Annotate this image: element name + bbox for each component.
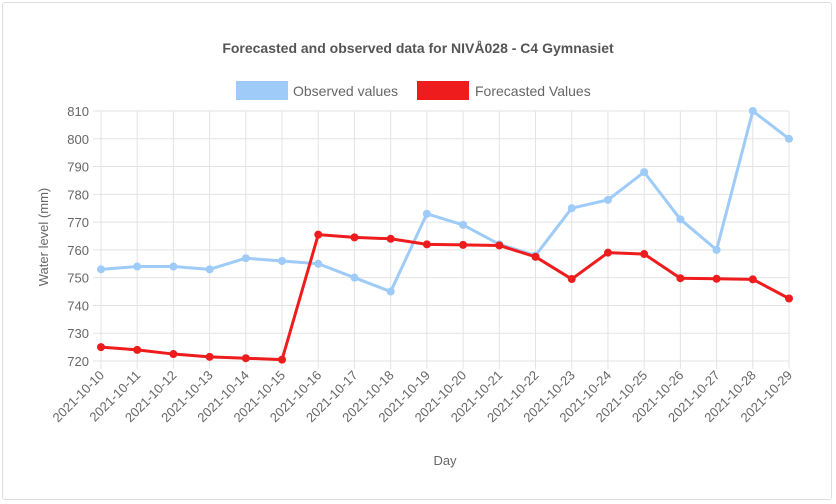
chart-title: Forecasted and observed data for NIVÅ028… — [222, 40, 614, 56]
y-tick-label: 810 — [67, 104, 89, 119]
data-point-observed[interactable] — [350, 273, 359, 282]
data-point-forecasted[interactable] — [205, 352, 214, 361]
data-point-forecasted[interactable] — [97, 343, 105, 352]
data-point-forecasted[interactable] — [459, 240, 468, 249]
legend-swatch — [236, 81, 288, 100]
data-point-forecasted[interactable] — [241, 354, 250, 363]
y-tick-label: 740 — [67, 298, 89, 313]
data-point-forecasted[interactable] — [133, 345, 142, 354]
data-point-observed[interactable] — [712, 245, 721, 254]
grid — [93, 110, 790, 369]
series-line-observed — [100, 109, 790, 294]
y-tick-label: 770 — [67, 215, 89, 230]
data-point-forecasted[interactable] — [712, 274, 721, 283]
data-point-forecasted[interactable] — [278, 355, 287, 364]
legend-label: Forecasted Values — [475, 83, 591, 99]
data-point-forecasted[interactable] — [603, 248, 612, 257]
data-point-forecasted[interactable] — [386, 234, 395, 243]
x-axis-ticks: 2021-10-102021-10-112021-10-122021-10-13… — [49, 368, 795, 426]
series-line-forecasted — [100, 233, 790, 362]
legend: Observed values Forecasted Values — [236, 81, 591, 100]
data-point-observed[interactable] — [386, 287, 395, 296]
data-point-observed[interactable] — [422, 209, 431, 218]
data-point-forecasted[interactable] — [495, 241, 504, 250]
data-point-observed[interactable] — [603, 195, 612, 204]
data-point-observed[interactable] — [241, 254, 250, 263]
y-tick-label: 730 — [67, 326, 89, 341]
data-point-observed[interactable] — [748, 107, 757, 115]
data-point-observed[interactable] — [169, 262, 178, 271]
x-axis-title: Day — [433, 453, 457, 468]
y-axis-ticks: 720 730 740 750 760 770 780 790 800 810 — [67, 104, 89, 369]
data-point-observed[interactable] — [640, 168, 649, 177]
data-point-observed[interactable] — [133, 262, 142, 271]
y-axis-title: Water level (mm) — [36, 188, 51, 286]
data-point-forecasted[interactable] — [676, 274, 685, 283]
data-point-forecasted[interactable] — [169, 350, 178, 359]
y-tick-label: 790 — [67, 160, 89, 175]
y-tick-label: 720 — [67, 354, 89, 369]
series-group — [97, 107, 793, 364]
legend-label: Observed values — [293, 83, 398, 99]
data-point-observed[interactable] — [676, 215, 685, 224]
y-tick-label: 760 — [67, 243, 89, 258]
y-tick-label: 750 — [67, 271, 89, 286]
data-point-observed[interactable] — [205, 265, 214, 274]
y-tick-label: 780 — [67, 187, 89, 202]
data-point-forecasted[interactable] — [350, 233, 359, 242]
data-point-observed[interactable] — [314, 259, 323, 268]
data-point-observed[interactable] — [459, 220, 468, 229]
data-point-forecasted[interactable] — [314, 230, 323, 239]
data-point-forecasted[interactable] — [567, 275, 576, 284]
data-point-forecasted[interactable] — [422, 240, 431, 249]
data-point-forecasted[interactable] — [640, 250, 649, 259]
data-point-forecasted[interactable] — [785, 294, 793, 303]
data-point-observed[interactable] — [97, 265, 105, 274]
data-point-observed[interactable] — [567, 204, 576, 213]
y-tick-label: 800 — [67, 132, 89, 147]
data-point-forecasted[interactable] — [531, 252, 540, 261]
data-point-observed[interactable] — [278, 257, 287, 265]
data-point-forecasted[interactable] — [748, 275, 757, 284]
legend-swatch — [417, 81, 469, 100]
data-point-observed[interactable] — [785, 134, 793, 143]
